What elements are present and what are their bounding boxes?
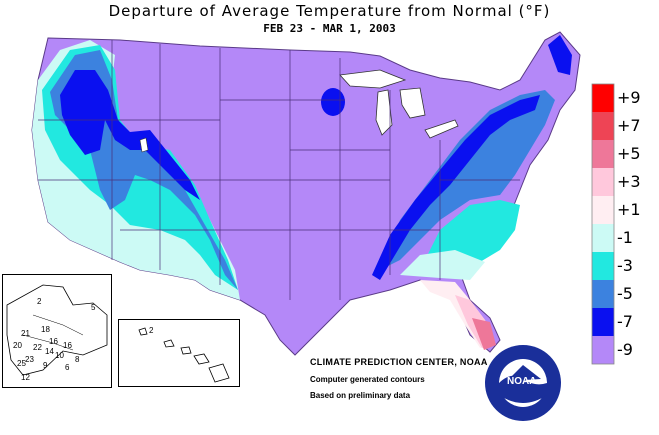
alaska-contour-label: 18 <box>41 325 50 334</box>
legend-swatch <box>592 196 614 224</box>
legend-swatch <box>592 84 614 112</box>
lake-erie <box>424 119 459 139</box>
alaska-contour-label: 14 <box>45 347 54 356</box>
alaska-contour-label: 6 <box>65 363 70 372</box>
alaska-contour-label: 10 <box>55 351 64 360</box>
alaska-contour-label: 5 <box>91 303 96 312</box>
alaska-contour-label: 20 <box>13 341 22 350</box>
credit-note-contours: Computer generated contours <box>310 375 425 384</box>
legend-label: -1 <box>617 228 633 247</box>
legend-label: +3 <box>617 172 641 191</box>
region-plus5-florida <box>472 318 496 350</box>
legend-label: -9 <box>617 340 633 359</box>
alaska-outline <box>6 284 108 376</box>
great-salt-lake <box>139 137 149 153</box>
alaska-contour-label: 12 <box>21 373 30 382</box>
region-minus1-southeast <box>400 250 485 280</box>
legend-label: -5 <box>617 284 633 303</box>
legend-label: +5 <box>617 144 641 163</box>
credit-center: CLIMATE PREDICTION CENTER, NOAA <box>310 357 488 367</box>
legend-label: -7 <box>617 312 633 331</box>
legend-swatch <box>592 280 614 308</box>
legend-swatches <box>591 83 615 365</box>
legend-label: +7 <box>617 116 641 135</box>
map-subtitle: FEB 23 - MAR 1, 2003 <box>263 22 396 35</box>
legend-swatch <box>592 336 614 364</box>
alaska-contour-label: 8 <box>75 355 80 364</box>
alaska-contour-label: 25 <box>17 359 26 368</box>
legend-swatch <box>592 308 614 336</box>
region-minus7-east <box>372 95 540 280</box>
region-minus7-minnesota <box>321 88 345 116</box>
region-minus7-west <box>60 70 200 200</box>
lake-michigan <box>375 89 393 136</box>
alaska-contour-label: 2 <box>37 297 42 306</box>
noaa-logo-icon <box>485 345 561 421</box>
region-minus7-newengland <box>548 35 572 75</box>
legend-frame <box>591 83 615 365</box>
lake-huron <box>399 87 426 119</box>
noaa-logo-text: NOAA <box>507 376 537 387</box>
legend-swatch <box>592 168 614 196</box>
alaska-inset: 2 5 18 21 16 16 20 22 14 10 8 23 25 9 6 12 <box>2 274 112 388</box>
alaska-contour-label: 22 <box>33 343 42 352</box>
legend-swatch <box>592 140 614 168</box>
credit-note-data: Based on preliminary data <box>310 391 411 400</box>
alaska-contour-label: 9 <box>43 361 48 370</box>
alaska-contour-label: 21 <box>21 329 30 338</box>
legend-swatch <box>592 112 614 140</box>
lake-superior <box>339 69 407 89</box>
legend-swatch <box>592 224 614 252</box>
hawaii-outline <box>138 327 230 383</box>
hawaii-inset: 2 <box>118 319 240 387</box>
legend-label: -3 <box>617 256 633 275</box>
legend-swatch <box>592 252 614 280</box>
alaska-contour-label: 16 <box>63 341 72 350</box>
alaska-contour-label: 23 <box>25 355 34 364</box>
hawaii-contour-label: 2 <box>149 326 154 335</box>
state-borders <box>38 40 520 300</box>
legend-label: +1 <box>617 200 641 219</box>
legend-label: +9 <box>617 88 641 107</box>
alaska-contour-label: 16 <box>49 337 58 346</box>
map-title: Departure of Average Temperature from No… <box>108 2 551 20</box>
